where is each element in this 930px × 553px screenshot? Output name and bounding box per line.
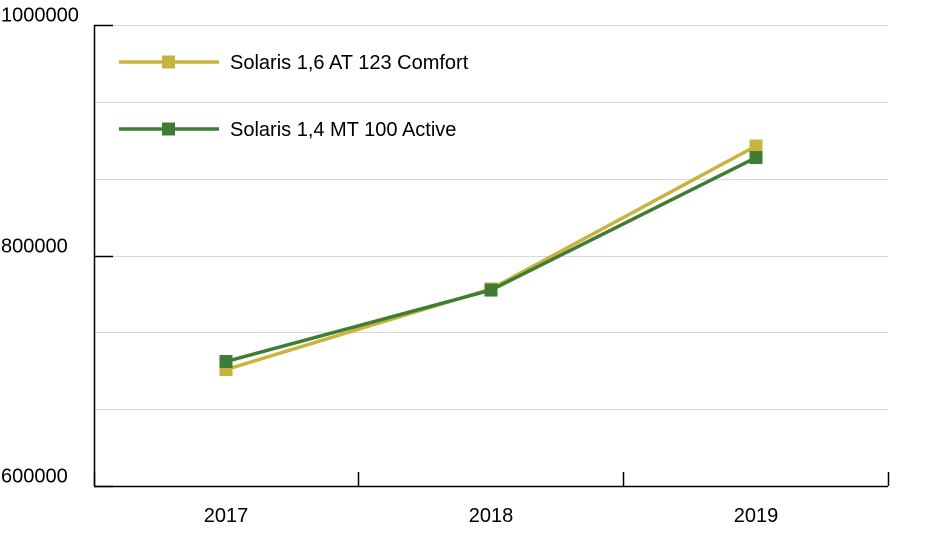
x-tick-label: 2019 [734,505,779,527]
x-tick-label: 2017 [204,505,249,527]
legend: Solaris 1,6 AT 123 Comfort Solaris 1,4 MT… [119,52,469,141]
y-tick-label: 600000 [1,466,68,488]
x-tick-label: 2018 [469,505,514,527]
legend-label: Solaris 1,4 MT 100 Active [230,119,456,141]
gridlines [94,25,888,410]
data-point-marker [219,355,233,369]
axes: 600000 800000 1000000 2017 2018 2019 [1,5,890,527]
y-tick-label: 800000 [1,236,68,258]
y-tick-label: 1000000 [1,5,79,27]
legend-swatch-marker [162,122,175,136]
legend-label: Solaris 1,6 AT 123 Comfort [230,52,469,74]
legend-swatch-marker [162,55,175,69]
data-point-marker [749,151,763,165]
data-point-marker [749,139,763,153]
series-lines [219,139,763,377]
data-point-marker [484,283,498,297]
